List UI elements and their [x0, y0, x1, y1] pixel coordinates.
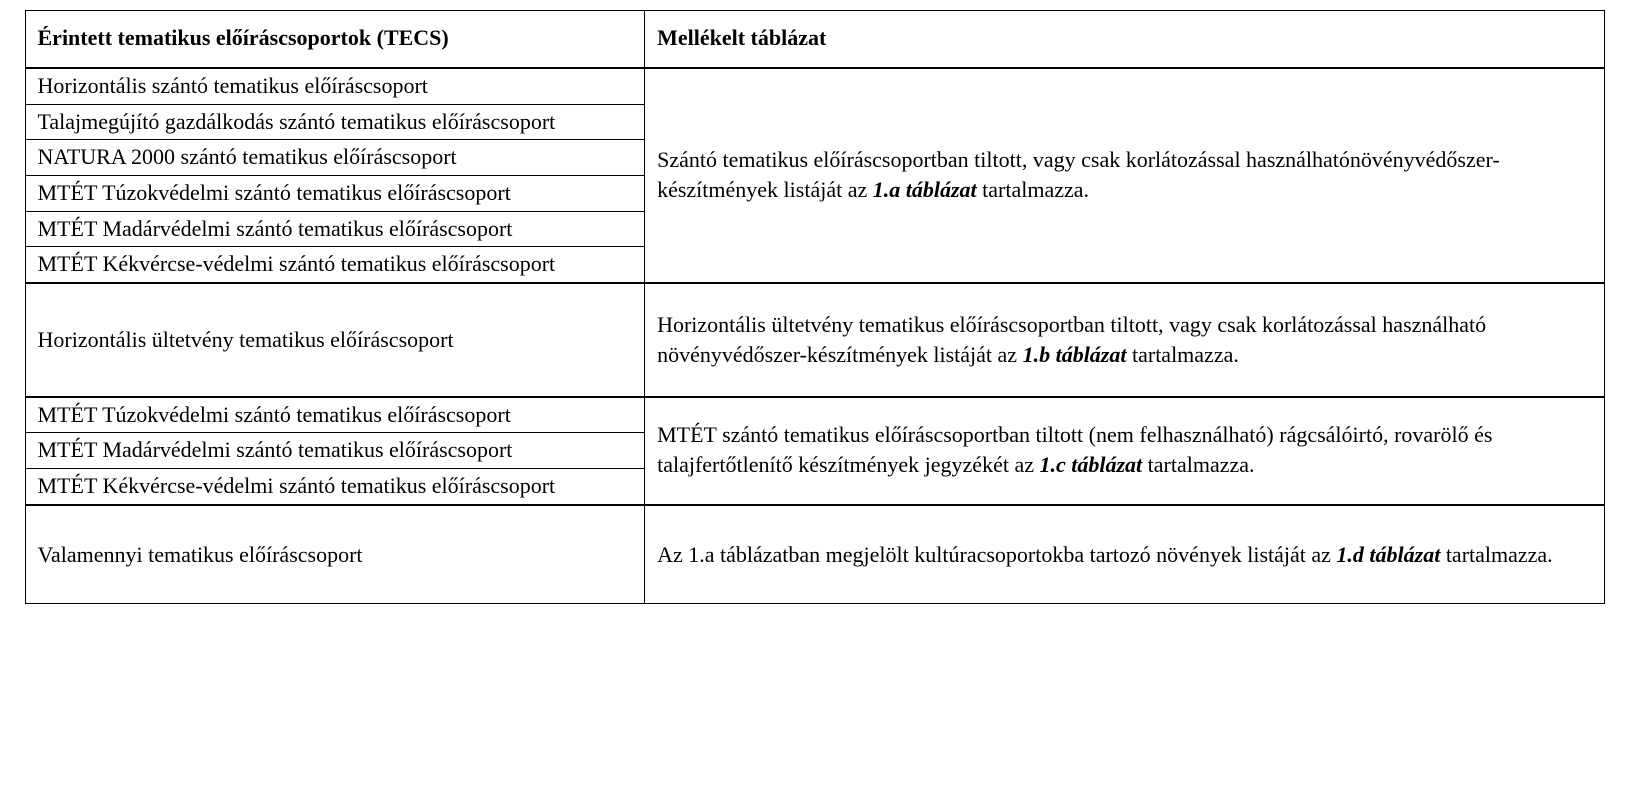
cell-left: NATURA 2000 szántó tematikus előíráscsop… — [25, 140, 645, 176]
header-tecs: Érintett tematikus előíráscsoportok (TEC… — [25, 11, 645, 69]
cell-left: MTÉT Túzokvédelmi szántó tematikus előír… — [25, 397, 645, 433]
table-row: Valamennyi tematikus előíráscsoport Az 1… — [25, 505, 1604, 604]
text-ref: 1.c táblázat — [1039, 452, 1142, 477]
table-row: Horizontális szántó tematikus előíráscso… — [25, 68, 1604, 104]
table-row: MTÉT Túzokvédelmi szántó tematikus előír… — [25, 397, 1604, 433]
cell-right-group1: Szántó tematikus előíráscsoportban tilto… — [645, 68, 1604, 283]
text-ref: 1.b táblázat — [1023, 342, 1127, 367]
tecs-table: Érintett tematikus előíráscsoportok (TEC… — [25, 10, 1605, 604]
text-ref: 1.d táblázat — [1336, 542, 1440, 567]
header-attachment: Mellékelt táblázat — [645, 11, 1604, 69]
text-post: tartalmazza. — [1126, 342, 1238, 367]
cell-left: MTÉT Kékvércse-védelmi szántó tematikus … — [25, 468, 645, 504]
text-post: tartalmazza. — [977, 177, 1089, 202]
table-row: Horizontális ültetvény tematikus előírás… — [25, 283, 1604, 396]
text-post: tartalmazza. — [1142, 452, 1254, 477]
cell-left: Horizontális szántó tematikus előíráscso… — [25, 68, 645, 104]
cell-left: MTÉT Madárvédelmi szántó tematikus előír… — [25, 211, 645, 247]
text-post: tartalmazza. — [1440, 542, 1552, 567]
cell-right-group4: Az 1.a táblázatban megjelölt kultúracsop… — [645, 505, 1604, 604]
cell-left: Talajmegújító gazdálkodás szántó tematik… — [25, 104, 645, 140]
cell-left-group4: Valamennyi tematikus előíráscsoport — [25, 505, 645, 604]
table-header-row: Érintett tematikus előíráscsoportok (TEC… — [25, 11, 1604, 69]
cell-left: MTÉT Madárvédelmi szántó tematikus előír… — [25, 433, 645, 469]
cell-left: MTÉT Kékvércse-védelmi szántó tematikus … — [25, 247, 645, 283]
text-pre: Az 1.a táblázatban megjelölt kultúracsop… — [657, 542, 1336, 567]
cell-left: MTÉT Túzokvédelmi szántó tematikus előír… — [25, 176, 645, 212]
text-ref: 1.a táblázat — [873, 177, 977, 202]
cell-right-group2: Horizontális ültetvény tematikus előírás… — [645, 283, 1604, 396]
cell-left-group2: Horizontális ültetvény tematikus előírás… — [25, 283, 645, 396]
cell-right-group3: MTÉT szántó tematikus előíráscsoportban … — [645, 397, 1604, 505]
